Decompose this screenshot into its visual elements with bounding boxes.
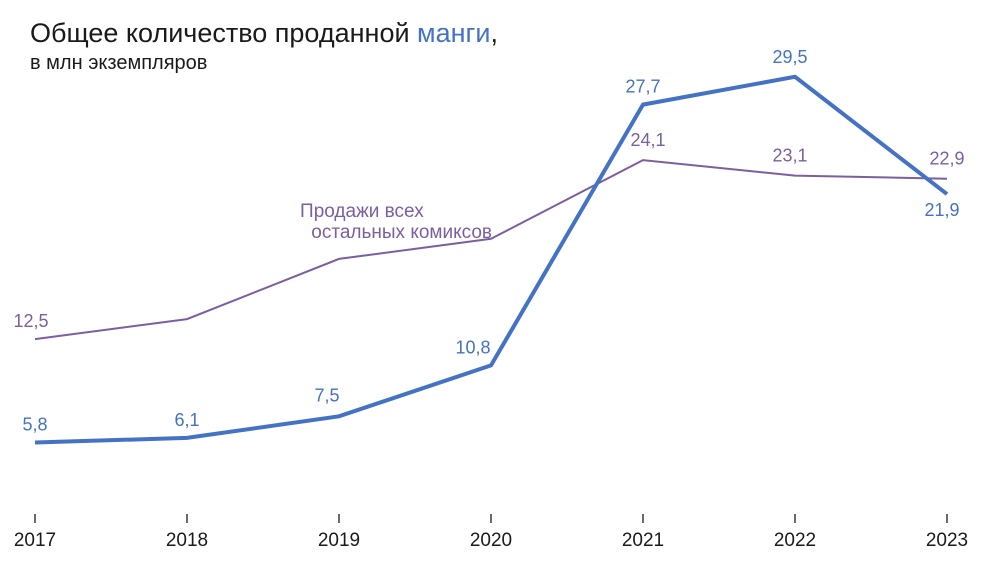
annotation-line-1: Продажи всех (300, 201, 424, 222)
data-label-manga: 29,5 (772, 47, 807, 67)
data-label-other: 23,1 (772, 146, 807, 166)
x-tick-label: 2019 (318, 530, 360, 551)
chart-title: Общее количество проданной манги, (30, 18, 498, 48)
title-part-1: Общее количество проданной (30, 18, 417, 48)
x-tick-label: 2018 (166, 530, 208, 551)
annotation-line-2: остальных комиксов (311, 222, 492, 243)
chart-subtitle: в млн экземпляров (30, 52, 207, 74)
data-label-manga: 10,8 (455, 337, 490, 357)
data-label-manga: 27,7 (625, 77, 660, 97)
data-label-other: 24,1 (630, 130, 665, 150)
title-part-3: , (490, 18, 498, 48)
series-lines (34, 74, 949, 445)
series-line-other (34, 159, 948, 341)
x-tick-label: 2017 (14, 530, 56, 551)
data-labels: 5,8 6,1 7,5 10,8 27,7 29,5 21,9 12,5 24,1 23,1 22,… (13, 47, 964, 435)
x-tick-label: 2023 (926, 530, 968, 551)
x-axis: 2017 2018 2019 2020 2021 2022 2023 (14, 514, 968, 551)
x-tick-label: 2021 (622, 530, 664, 551)
data-label-manga: 5,8 (22, 415, 47, 435)
x-tick-label: 2022 (774, 530, 816, 551)
data-label-other: 22,9 (929, 149, 964, 169)
series-annotation-other: Продажи всех остальных комиксов (300, 201, 492, 243)
data-label-manga: 21,9 (924, 200, 959, 220)
title-highlight-manga: манги (417, 18, 490, 48)
series-line-manga (34, 74, 949, 445)
x-tick-label: 2020 (470, 530, 512, 551)
data-label-manga: 7,5 (314, 385, 339, 405)
data-label-manga: 6,1 (174, 410, 199, 430)
data-label-other: 12,5 (13, 311, 48, 331)
